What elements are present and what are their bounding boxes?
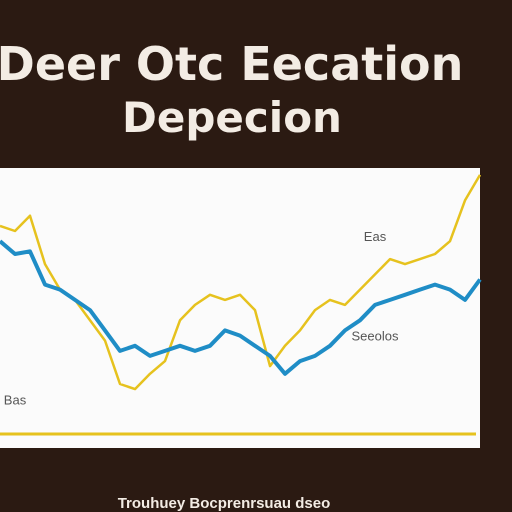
chart-subtitle: Depecion bbox=[122, 93, 342, 142]
plot-panel bbox=[0, 168, 480, 448]
annotation: Bas bbox=[4, 392, 27, 407]
series-line bbox=[0, 174, 482, 391]
caption: Trouhuey Bocprenrsuau dseo bbox=[118, 495, 331, 512]
annotation: Seeolos bbox=[352, 329, 399, 344]
series-line bbox=[0, 239, 482, 376]
chart-title: Deer Otc Eecation bbox=[0, 37, 463, 91]
annotation: Eas bbox=[364, 229, 387, 244]
